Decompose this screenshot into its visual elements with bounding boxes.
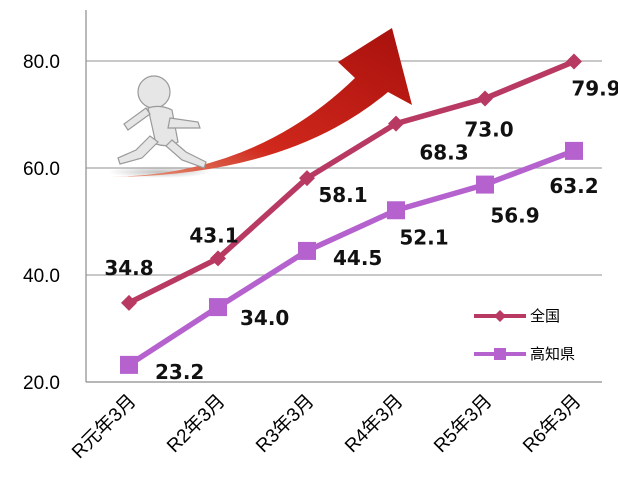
rising-arrow-illustration (108, 28, 412, 178)
data-point (387, 201, 405, 220)
data-label: 43.1 (189, 223, 238, 247)
y-tick-labels: 20.0 40.0 60.0 80.0 (23, 52, 60, 394)
data-label: 34.0 (240, 306, 289, 330)
data-point (209, 298, 227, 317)
data-point (476, 175, 494, 194)
data-label: 58.1 (318, 183, 367, 207)
data-point (121, 294, 137, 311)
x-tick-label: R5年3月 (429, 390, 496, 457)
y-tick-label: 60.0 (23, 159, 60, 180)
data-label: 68.3 (419, 141, 468, 165)
legend-marker (494, 348, 506, 360)
running-person-icon (117, 75, 207, 169)
data-point (565, 141, 583, 160)
series-layer (120, 53, 583, 374)
series-line (126, 58, 577, 306)
data-labels: 34.8 43.1 58.1 68.373.0 79.9 23.2 34.0 44.5 52.1… (104, 77, 618, 384)
x-tick-label: R3年3月 (251, 390, 318, 457)
series-line (126, 148, 577, 368)
data-label: 23.2 (155, 360, 204, 384)
data-point (477, 90, 493, 107)
data-label: 63.2 (549, 174, 598, 198)
data-point (566, 53, 582, 70)
legend-label: 高知県 (530, 345, 575, 363)
data-label: 52.1 (399, 225, 448, 249)
legend-marker (494, 310, 506, 322)
data-point (298, 241, 316, 260)
data-label: 56.9 (490, 204, 539, 228)
data-label: 34.8 (104, 256, 153, 280)
data-point (299, 170, 315, 187)
legend-label: 全国 (530, 307, 560, 325)
data-label: 79.9 (571, 77, 618, 101)
x-tick-label: R元年3月 (67, 390, 140, 463)
x-tick-label: R2年3月 (162, 390, 229, 457)
data-label: 44.5 (333, 246, 382, 270)
x-tick-labels: R元年3月 R2年3月 R3年3月 R4年3月 R5年3月 R6年3月 (67, 390, 585, 463)
data-label: 73.0 (464, 117, 513, 141)
y-tick-label: 80.0 (23, 52, 60, 73)
x-tick-label: R6年3月 (518, 390, 585, 457)
red-arrow-icon (110, 28, 412, 177)
data-point (120, 355, 138, 374)
data-point (210, 250, 226, 267)
y-tick-label: 20.0 (23, 373, 60, 394)
x-tick-label: R4年3月 (340, 390, 407, 457)
data-point (388, 115, 404, 132)
y-tick-label: 40.0 (23, 266, 60, 287)
